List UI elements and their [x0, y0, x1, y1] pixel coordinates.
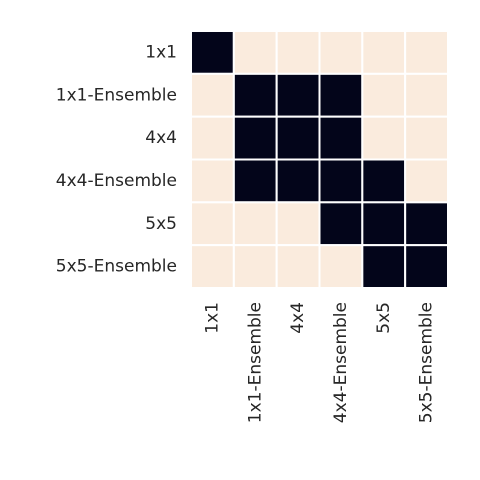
heatmap-cell: [361, 158, 407, 204]
heatmap-cell: [190, 72, 235, 118]
x-tick-label: 1x1: [202, 302, 222, 334]
heatmap-cell: [190, 158, 235, 204]
heatmap-cell: [318, 72, 364, 118]
heatmap-cell: [275, 244, 321, 290]
heatmap-cell: [404, 30, 449, 75]
heatmap-cell: [190, 244, 235, 290]
heatmap-cell: [318, 115, 364, 161]
heatmap-cell: [361, 115, 407, 161]
heatmap-cell: [275, 158, 321, 204]
heatmap-cell: [318, 244, 364, 290]
heatmap-cell: [361, 244, 407, 290]
heatmap-cell: [275, 201, 321, 247]
heatmap-cell: [232, 72, 278, 118]
x-tick-label: 4x4-Ensemble: [331, 302, 351, 423]
heatmap-cell: [232, 30, 278, 75]
y-tick-label: 4x4-Ensemble: [56, 171, 177, 191]
heatmap-cell: [404, 244, 449, 290]
heatmap-cell: [404, 158, 449, 204]
heatmap-cell: [275, 115, 321, 161]
heatmap-cell: [361, 201, 407, 247]
y-tick-label: 5x5: [145, 214, 177, 234]
x-tick-label: 4x4: [288, 302, 308, 334]
heatmap-cell: [232, 201, 278, 247]
heatmap-cell: [190, 201, 235, 247]
x-tick-label: 5x5-Ensemble: [417, 302, 437, 423]
heatmap-cell: [404, 201, 449, 247]
heatmap-cell: [318, 30, 364, 75]
y-tick-label: 5x5-Ensemble: [56, 257, 177, 277]
heatmap-cell: [190, 115, 235, 161]
heatmap-cell: [404, 72, 449, 118]
heatmap-cell: [361, 72, 407, 118]
heatmap-cell: [404, 115, 449, 161]
heatmap-cell: [190, 30, 235, 75]
heatmap-cell: [318, 201, 364, 247]
heatmap-cell: [232, 244, 278, 290]
heatmap-cell: [361, 30, 407, 75]
x-tick-label: 1x1-Ensemble: [245, 302, 265, 423]
heatmap-cell: [232, 115, 278, 161]
y-tick-label: 4x4: [145, 128, 177, 148]
heatmap-cell: [275, 30, 321, 75]
x-tick-label: 5x5: [374, 302, 394, 334]
heatmap-cell: [275, 72, 321, 118]
heatmap-cell: [318, 158, 364, 204]
heatmap-cell: [232, 158, 278, 204]
y-tick-label: 1x1: [145, 42, 177, 62]
y-tick-label: 1x1-Ensemble: [56, 85, 177, 105]
